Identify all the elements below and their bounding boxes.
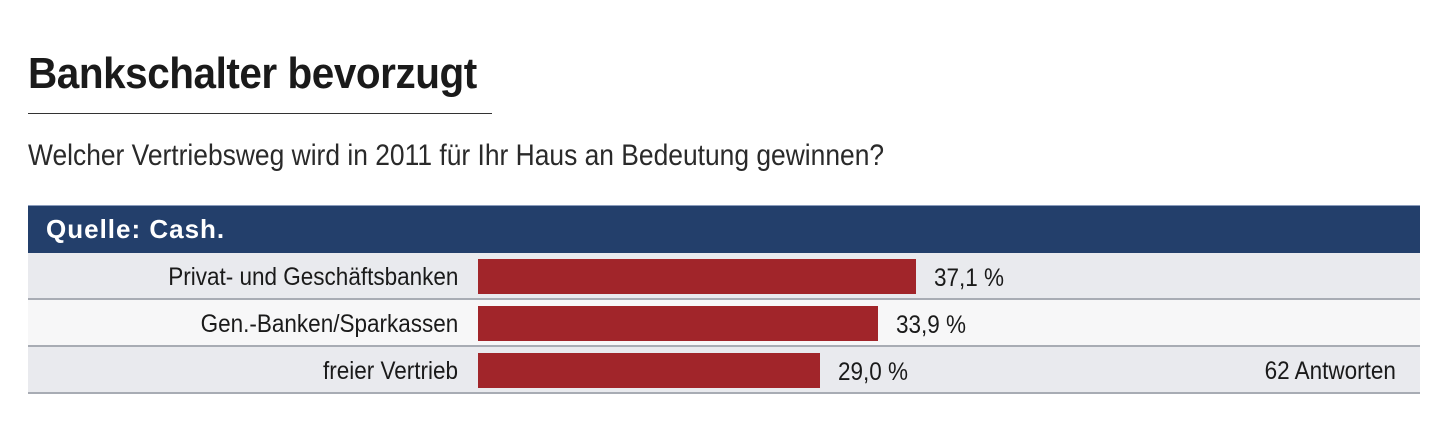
bar-row: Privat- und Geschäftsbanken 37,1 % <box>28 253 1420 300</box>
bar-row: freier Vertrieb 29,0 % 62 Antworten <box>28 347 1420 394</box>
category-label: Gen.-Banken/Sparkassen <box>200 310 458 338</box>
bar-row: Gen.-Banken/Sparkassen 33,9 % <box>28 300 1420 347</box>
source-label: Quelle: Cash. <box>46 214 226 244</box>
category-label: freier Vertrieb <box>322 357 458 385</box>
bar <box>478 306 879 341</box>
title-underline <box>28 113 492 114</box>
bar <box>478 353 821 388</box>
chart-subtitle: Welcher Vertriebsweg wird in 2011 für Ih… <box>28 139 885 172</box>
chart-title: Bankschalter bevorzugt <box>28 49 477 98</box>
value-label: 37,1 % <box>933 264 1004 292</box>
bar-rows: Privat- und Geschäftsbanken 37,1 % Gen.-Ba… <box>28 253 1420 394</box>
value-label: 29,0 % <box>838 358 909 386</box>
source-band: Quelle: Cash. <box>28 205 1420 253</box>
bar <box>478 259 916 294</box>
category-label: Privat- und Geschäftsbanken <box>167 263 458 291</box>
value-label: 33,9 % <box>896 311 967 339</box>
responses-note: 62 Antworten <box>1264 357 1396 385</box>
